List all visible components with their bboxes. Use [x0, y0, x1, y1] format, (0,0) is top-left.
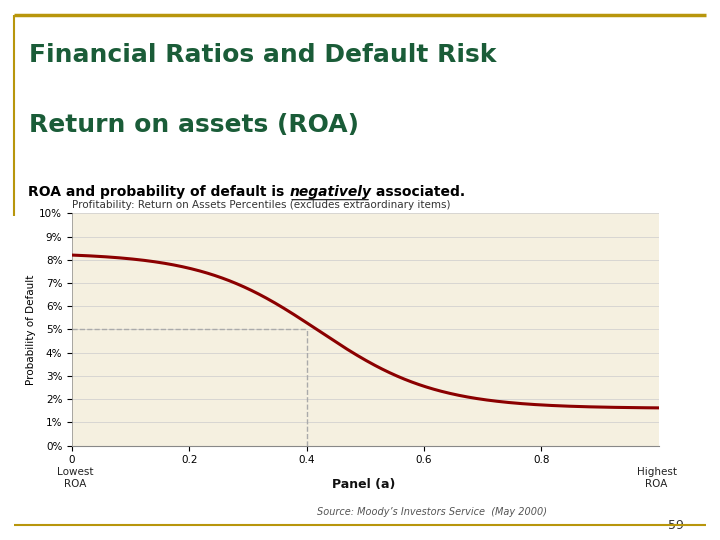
Text: Panel (a): Panel (a)	[332, 478, 395, 491]
Text: Lowest
ROA: Lowest ROA	[58, 467, 94, 489]
Text: Highest
ROA: Highest ROA	[636, 467, 677, 489]
Text: Financial Ratios and Default Risk: Financial Ratios and Default Risk	[29, 43, 496, 67]
Text: Return on assets (ROA): Return on assets (ROA)	[29, 113, 359, 137]
Text: associated.: associated.	[371, 185, 465, 199]
Text: Profitability: Return on Assets Percentiles (excludes extraordinary items): Profitability: Return on Assets Percenti…	[72, 200, 451, 210]
Text: 59: 59	[668, 519, 684, 532]
Text: negatively: negatively	[289, 185, 371, 199]
Y-axis label: Probability of Default: Probability of Default	[27, 274, 37, 384]
Text: Source: Moody’s Investors Service  (May 2000): Source: Moody’s Investors Service (May 2…	[317, 507, 547, 517]
Text: ROA and probability of default is: ROA and probability of default is	[28, 185, 289, 199]
